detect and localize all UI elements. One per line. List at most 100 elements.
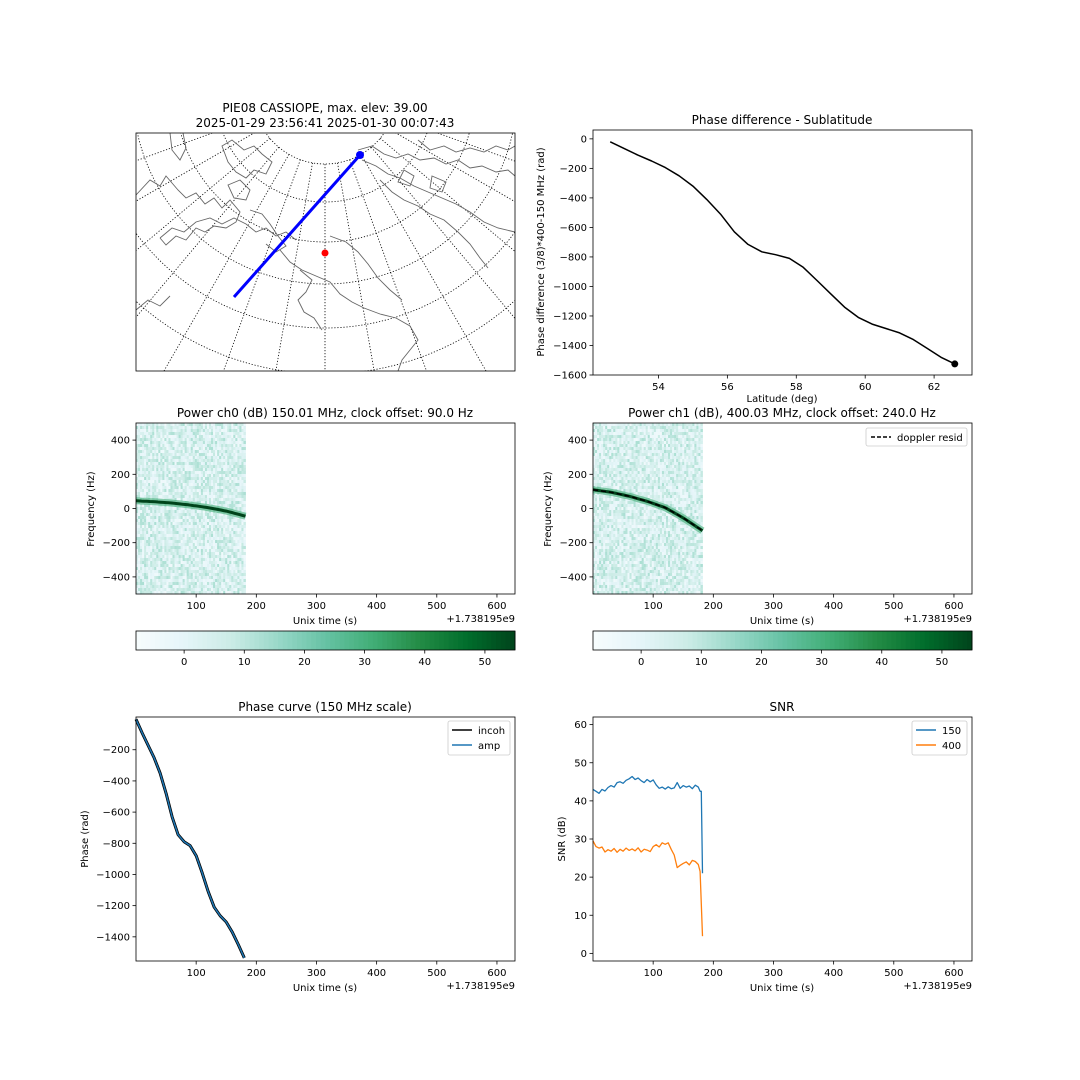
heatmap-cell <box>223 483 226 487</box>
heatmap-cell <box>239 489 242 493</box>
heatmap-cell <box>639 564 643 568</box>
heatmap-cell <box>227 489 230 493</box>
heatmap-cell <box>241 549 244 553</box>
heatmap-cell <box>603 447 606 451</box>
heatmap-cell <box>198 423 202 427</box>
heatmap-cell <box>211 474 214 478</box>
heatmap-cell <box>615 585 618 589</box>
heatmap-cell <box>243 576 246 580</box>
heatmap-cell <box>154 426 157 430</box>
heatmap-cell <box>215 540 218 544</box>
heatmap-cell <box>237 426 240 430</box>
heatmap-cell <box>625 528 628 532</box>
heatmap-cell <box>623 540 626 544</box>
heatmap-cell <box>623 579 626 583</box>
heatmap-cell <box>639 510 643 514</box>
heatmap-cell <box>241 570 244 574</box>
heatmap-cell <box>599 582 602 586</box>
heatmap-cell <box>142 459 145 463</box>
heatmap-cell <box>627 486 630 490</box>
heatmap-cell <box>188 429 192 433</box>
heatmap-cell <box>172 459 175 463</box>
heatmap-cell <box>190 525 194 529</box>
heatmap-cell <box>237 561 240 565</box>
heatmap-cell <box>178 516 182 520</box>
heatmap-cell <box>593 564 596 568</box>
heatmap-cell <box>649 474 653 478</box>
heatmap-cell <box>206 552 210 556</box>
heatmap-cell <box>194 480 198 484</box>
heatmap-cell <box>617 432 620 436</box>
heatmap-cell <box>595 519 598 523</box>
heatmap-cell <box>142 444 145 448</box>
heatmap-cell <box>200 555 204 559</box>
heatmap-cell <box>617 438 620 442</box>
heatmap-cell <box>239 546 242 550</box>
heatmap-cell <box>231 570 234 574</box>
heatmap-cell <box>142 432 145 436</box>
heatmap-cell <box>176 495 179 499</box>
heatmap-cell <box>609 570 612 574</box>
heatmap-cell <box>186 495 190 499</box>
heatmap-cell <box>593 438 596 442</box>
heatmap-cell <box>599 423 602 427</box>
heatmap-cell <box>619 507 622 511</box>
heatmap-cell <box>200 474 204 478</box>
heatmap-cell <box>200 492 204 496</box>
heatmap-cell <box>152 474 155 478</box>
heatmap-cell <box>617 426 620 430</box>
heatmap-cell <box>599 519 602 523</box>
heatmap-cell <box>198 498 202 502</box>
heatmap-cell <box>229 582 232 586</box>
heatmap-cell <box>233 519 236 523</box>
heatmap-cell <box>623 444 626 448</box>
heatmap-cell <box>174 486 177 490</box>
heatmap-cell <box>174 552 177 556</box>
heatmap-cell <box>154 450 157 454</box>
heatmap-cell <box>215 468 218 472</box>
heatmap-cell <box>223 546 226 550</box>
heatmap-cell <box>593 543 596 547</box>
heatmap-cell <box>136 444 139 448</box>
heatmap-cell <box>198 492 202 496</box>
heatmap-cell <box>651 510 655 514</box>
heatmap-cell <box>162 525 165 529</box>
heatmap-cell <box>229 576 232 580</box>
heatmap-cell <box>136 507 139 511</box>
heatmap-cell <box>603 495 606 499</box>
heatmap-cell <box>162 528 165 532</box>
heatmap-cell <box>651 531 655 535</box>
heatmap-cell <box>609 468 612 472</box>
heatmap-cell <box>148 435 151 439</box>
heatmap-cell <box>617 540 620 544</box>
heatmap-cell <box>190 516 194 520</box>
heatmap-cell <box>170 513 173 517</box>
heatmap-cell <box>180 543 184 547</box>
heatmap-cell <box>243 486 246 490</box>
heatmap-cell <box>156 465 159 469</box>
heatmap-cell <box>241 483 244 487</box>
heatmap-cell <box>142 504 145 508</box>
heatmap-cell <box>188 513 192 517</box>
heatmap-cell <box>194 468 198 472</box>
heatmap-cell <box>196 585 200 589</box>
heatmap-cell <box>647 588 651 592</box>
heatmap-cell <box>176 423 179 427</box>
heatmap-cell <box>627 426 630 430</box>
heatmap-cell <box>198 552 202 556</box>
heatmap-cell <box>172 498 175 502</box>
heatmap-cell <box>140 570 143 574</box>
heatmap-cell <box>178 480 182 484</box>
power0-xtick-label: 100 <box>187 601 206 612</box>
heatmap-cell <box>162 429 165 433</box>
heatmap-cell <box>198 531 202 535</box>
heatmap-cell <box>156 474 159 478</box>
heatmap-cell <box>231 555 234 559</box>
heatmap-cell <box>174 543 177 547</box>
heatmap-cell <box>202 570 206 574</box>
heatmap-cell <box>609 573 612 577</box>
heatmap-cell <box>613 540 616 544</box>
heatmap-cell <box>243 564 246 568</box>
heatmap-cell <box>152 429 155 433</box>
heatmap-cell <box>152 480 155 484</box>
